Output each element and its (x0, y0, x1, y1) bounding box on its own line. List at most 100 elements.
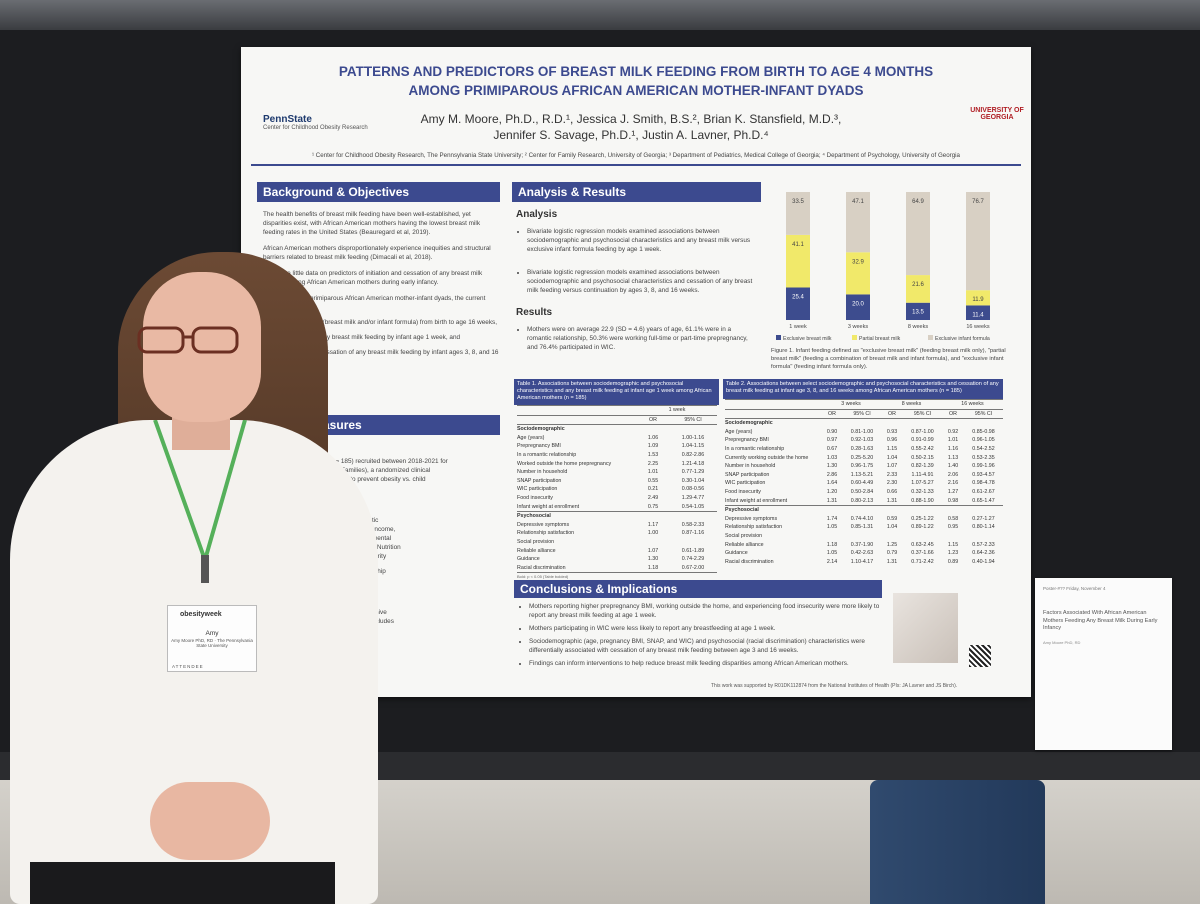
table2-cell: 1.18 (826, 541, 838, 548)
table2-col-row: OR 95% CI OR 95% CI OR 95% CI (725, 408, 1003, 419)
table2-row: Currently working outside the home 1.03 0.… (725, 454, 1003, 463)
background-heading: Background & Objectives (257, 182, 500, 202)
badge-subtitle: Amy Moore PhD, RD · The Pennsylvania Sta… (171, 638, 253, 648)
table2-cell: 1.04 (886, 524, 898, 531)
background-p2: African American mothers disproportionat… (263, 245, 491, 261)
chart-data-label: 25.4 (792, 294, 804, 300)
table2-cell: WIC participation (725, 480, 766, 487)
table1-cell: 1.00-1.16 (681, 434, 705, 441)
table2-cell: Guidance (725, 550, 748, 557)
chart-data-label: 20.0 (852, 301, 864, 307)
table1-row: Reliable alliance 1.07 0.61-1.89 (517, 547, 717, 556)
table1-row: Relationship satisfaction 1.00 0.87-1.16 (517, 529, 717, 538)
table2-cell: 0.66 (886, 488, 898, 495)
authors-line-2: Jennifer S. Savage, Ph.D.¹, Justin A. La… (493, 128, 769, 142)
table2-cell: Age (years) (725, 428, 753, 435)
table1-cell: 1.00 (647, 530, 659, 537)
table2-cell: 0.99-1.96 (972, 463, 995, 470)
table1-section-psychosocial: Psychosocial (517, 511, 717, 521)
table1-cell: 0.30-1.04 (681, 477, 705, 484)
table2-cell: 0.32-1.33 (911, 488, 934, 495)
table2-cell: 0.40-1.94 (972, 558, 995, 565)
table1-cell: 0.87-1.16 (681, 530, 705, 537)
table2-cell: 0.58 (947, 515, 959, 522)
table2-cell: 1.03 (826, 454, 838, 461)
chart-data-label: 41.1 (792, 242, 804, 248)
table2-cell: 1.13 (947, 454, 959, 461)
lanyard (153, 420, 247, 583)
table2-cell: 0.96 (886, 437, 898, 444)
table2-cell: 0.61-2.67 (972, 488, 995, 495)
table2-cell: 0.71-2.42 (911, 558, 934, 565)
table2-row: Number in household 1.30 0.96-1.75 1.07 0.82… (725, 462, 1003, 471)
table1-cell: 1.04-1.15 (681, 443, 705, 450)
table2-group-row: 3 weeks 8 weeks 16 weeks (725, 399, 1003, 409)
table1-cell: Reliable alliance (517, 547, 556, 554)
table1-cell: 0.54-1.05 (681, 503, 705, 510)
table2-cell: Social provision (725, 532, 763, 539)
table1-cell: WIC participation (517, 486, 558, 493)
name-badge: obesityweek Amy Amy Moore PhD, RD · The … (167, 605, 257, 672)
table1-row: Infant weight at enrollment 0.75 0.54-1.05 (517, 503, 717, 512)
table1-cell: 1.09 (647, 443, 659, 450)
table1-cell: Age (years) (517, 434, 545, 441)
chart-bar-segment (786, 192, 810, 235)
table1-cell: 0.82-2.86 (681, 451, 705, 458)
table2-row: SNAP participation 2.86 1.13-5.21 2.33 1.11-… (725, 471, 1003, 480)
sample-line: sive parenting designed to prevent obesi… (281, 476, 426, 483)
table1-row: Number in household 1.01 0.77-1.29 (517, 468, 717, 477)
table2-cell: 0.80-2.13 (850, 497, 874, 504)
chart-data-label: 11.9 (972, 297, 984, 303)
chart-bar-segment (846, 192, 870, 253)
table2-cell: 1.40 (947, 463, 959, 470)
qr-code (969, 645, 991, 667)
legend-swatch (928, 335, 933, 340)
table2-cell: 0.87-1.00 (911, 428, 934, 435)
table1-cell: Number in household (517, 469, 568, 476)
table1-col-row: OR 95% CI (517, 414, 717, 425)
table2-cell: 0.89-1.22 (911, 524, 934, 531)
results-subheading: Results (516, 307, 553, 318)
legend-label: Exclusive infant formula (935, 336, 990, 342)
table2-body-sociodemographic: Age (years) 0.90 0.81-1.00 0.93 0.87-1.00 0.9… (725, 428, 1003, 505)
table2-cell: Racial discrimination (725, 558, 774, 565)
table2-group-label: 3 weeks (841, 401, 861, 407)
presenter-pants (30, 862, 335, 904)
table2-cell (942, 532, 964, 541)
table2-cell: 0.90 (826, 428, 838, 435)
table1-cell: 1.17 (647, 521, 659, 528)
table1-cell: 0.61-1.89 (681, 547, 705, 554)
table1-cell: 1.53 (647, 451, 659, 458)
table2-cell: 0.57-2.33 (972, 541, 995, 548)
table2-cell: 0.85-0.98 (972, 428, 995, 435)
table2-title: Table 2. Associations between select soc… (723, 379, 1003, 399)
table2-cell: 2.30 (886, 480, 898, 487)
table2-cell: Depressive symptoms (725, 515, 778, 522)
chart-data-label: 21.6 (912, 282, 924, 288)
chart-data-label: 64.9 (912, 199, 924, 205)
table2-cell: 0.63-2.45 (911, 541, 934, 548)
table2-cell: 0.93-4.57 (972, 471, 995, 478)
table2-cell (843, 532, 881, 541)
mother-infant-photo (893, 593, 958, 663)
table1-cell: 0.67-2.00 (681, 564, 705, 571)
chart-bar-segment (906, 275, 930, 303)
table2-cell: 0.79 (886, 550, 898, 557)
table2-col-ci: 95% CI (853, 410, 871, 417)
chart-category-label: 3 weeks (848, 324, 868, 330)
table2-cell: 0.96-1.05 (972, 437, 995, 444)
authors: Amy M. Moore, Ph.D., R.D.¹, Jessica J. S… (361, 111, 901, 143)
table2-cell: 0.81-1.00 (850, 428, 874, 435)
table2-col-ci: 95% CI (913, 410, 932, 417)
table2-cell: 0.74-4.10 (850, 515, 874, 522)
funding-note: This work was supported by R01DK112874 f… (711, 683, 958, 689)
analysis-text: Bivariate logistic regression models exa… (517, 227, 757, 303)
table2-cell: 0.88-1.90 (911, 497, 934, 504)
chart-bar-segment (906, 192, 930, 276)
results-text: Mothers were on average 22.9 (SD = 4.6) … (517, 325, 757, 360)
badge-logo: obesityweek (180, 611, 222, 618)
table2-row: Relationship satisfaction 1.05 0.85-1.31 1.… (725, 523, 1003, 532)
table1-cell: 0.55 (647, 477, 659, 484)
table1-cell: Depressive symptoms (517, 521, 570, 528)
table1-cell: 0.77-1.29 (681, 469, 705, 476)
